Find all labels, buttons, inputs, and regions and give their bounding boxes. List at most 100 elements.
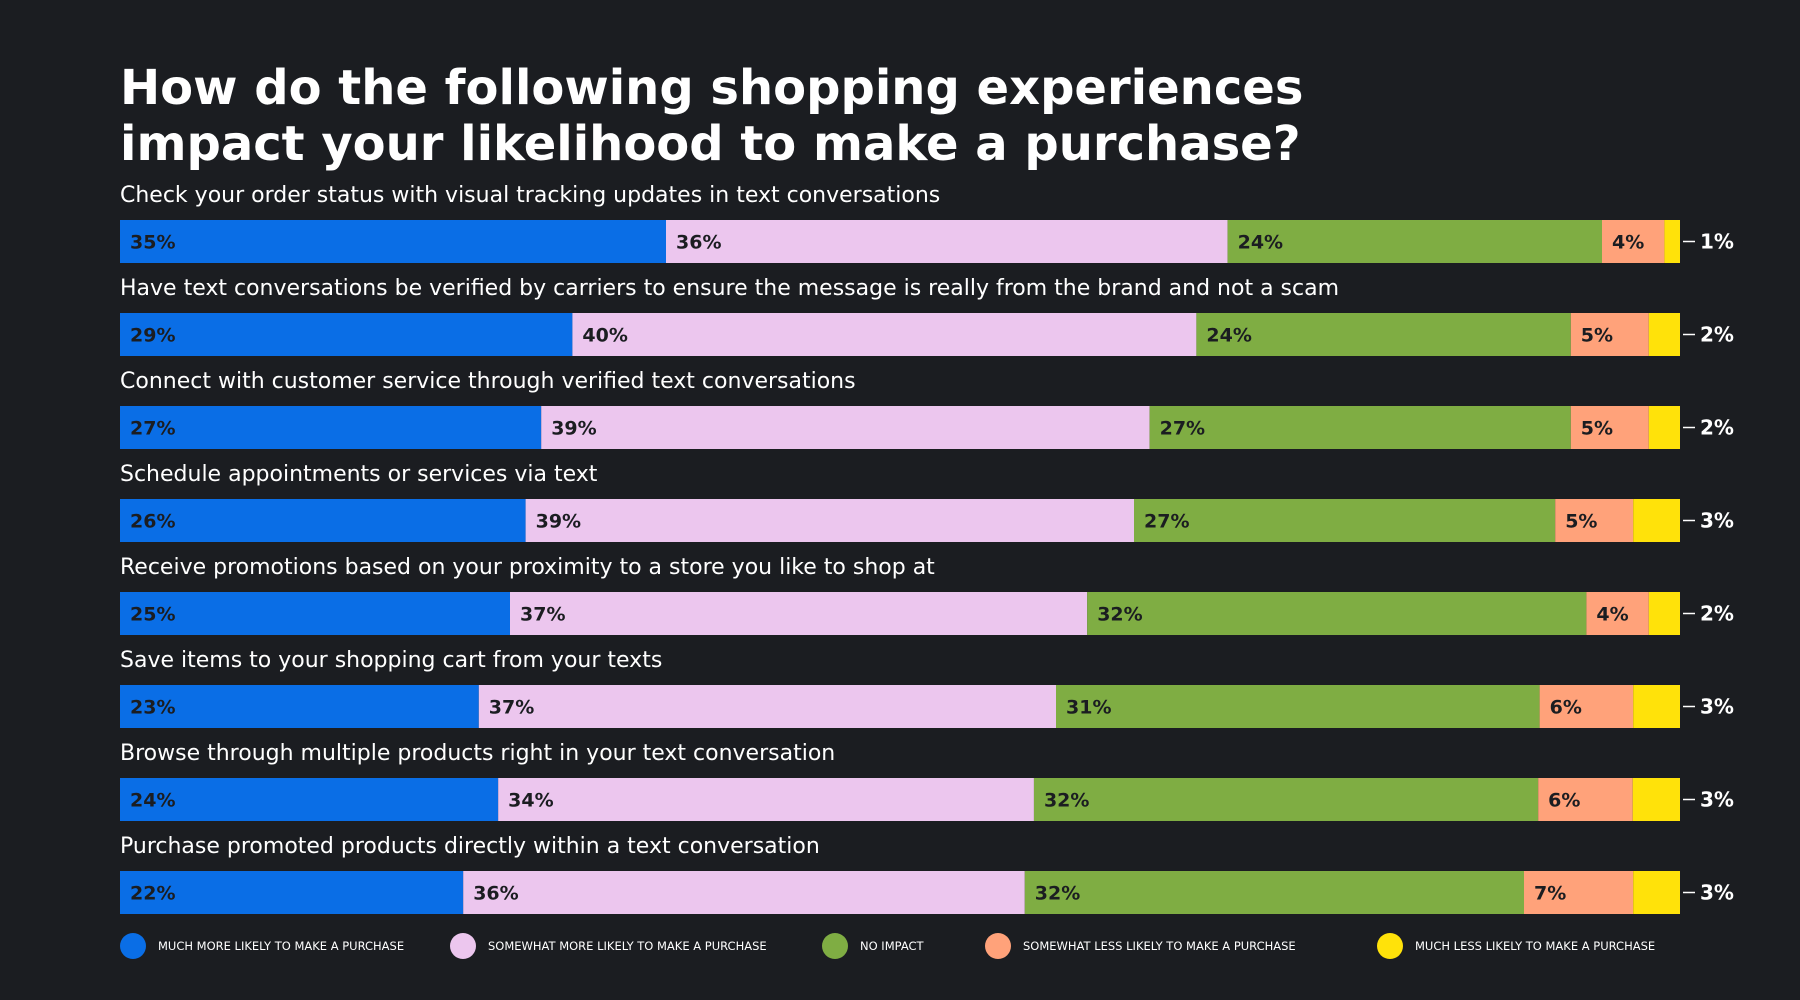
bar-segment: [666, 220, 1228, 263]
data-label: 39%: [536, 511, 581, 533]
bar-segment: [1087, 592, 1587, 635]
legend-label: MUCH LESS LIKELY TO MAKE A PURCHASE: [1415, 939, 1655, 953]
data-label: 39%: [551, 418, 596, 440]
bar-segment: [120, 592, 510, 635]
data-label: 31%: [1066, 697, 1111, 719]
data-label: 2%: [1700, 416, 1734, 440]
bar-segment: [1227, 220, 1602, 263]
legend-label: SOMEWHAT MORE LIKELY TO MAKE A PURCHASE: [488, 939, 767, 953]
legend-swatch: [985, 933, 1011, 959]
data-label: 29%: [130, 325, 175, 347]
data-label: 23%: [130, 697, 175, 719]
data-label: 3%: [1700, 509, 1734, 533]
data-label: 36%: [473, 883, 518, 905]
bar-segment: [120, 499, 526, 542]
category-label: Connect with customer service through ve…: [120, 369, 856, 394]
category-label: Receive promotions based on your proximi…: [120, 555, 935, 580]
data-label: 3%: [1700, 881, 1734, 905]
bar-row: Have text conversations be verified by c…: [120, 276, 1734, 356]
data-label: 1%: [1700, 230, 1734, 254]
legend-item: SOMEWHAT LESS LIKELY TO MAKE A PURCHASE: [985, 933, 1296, 959]
bar-segment: [572, 313, 1197, 356]
category-label: Have text conversations be verified by c…: [120, 276, 1339, 301]
bar-segment: [1024, 871, 1524, 914]
data-label: 2%: [1700, 323, 1734, 347]
data-label: 34%: [508, 790, 553, 812]
bar-row: Receive promotions based on your proximi…: [120, 555, 1734, 635]
bar-segment: [525, 499, 1134, 542]
chart-title: How do the following shopping experience…: [120, 60, 1303, 172]
bar-row: Check your order status with visual trac…: [120, 183, 1734, 263]
data-label: 5%: [1581, 418, 1613, 440]
legend-item: MUCH MORE LIKELY TO MAKE A PURCHASE: [120, 933, 404, 959]
bar-segment: [120, 406, 542, 449]
data-label: 24%: [1238, 232, 1283, 254]
data-label: 2%: [1700, 602, 1734, 626]
legend-swatch: [450, 933, 476, 959]
bar-segment: [1555, 499, 1634, 542]
bar-row: Save items to your shopping cart from yo…: [120, 648, 1734, 728]
data-label: 22%: [130, 883, 175, 905]
bar-segment: [1538, 778, 1633, 821]
bar-row: Purchase promoted products directly with…: [120, 834, 1734, 914]
bar-segment: [120, 313, 573, 356]
bar-segment: [1134, 499, 1556, 542]
legend-swatch: [1377, 933, 1403, 959]
data-label: 25%: [130, 604, 175, 626]
data-label: 6%: [1548, 790, 1580, 812]
data-label: 24%: [130, 790, 175, 812]
data-label: 37%: [520, 604, 565, 626]
legend-swatch: [120, 933, 146, 959]
data-label: 3%: [1700, 788, 1734, 812]
bar-segment: [120, 871, 464, 914]
data-label: 5%: [1581, 325, 1613, 347]
data-label: 32%: [1035, 883, 1080, 905]
bar-segment: [1633, 499, 1680, 542]
legend-label: NO IMPACT: [860, 939, 925, 953]
data-label: 37%: [489, 697, 534, 719]
data-label: 6%: [1550, 697, 1582, 719]
data-label: 27%: [1144, 511, 1189, 533]
chart-title-line-1: How do the following shopping experience…: [120, 60, 1303, 116]
bar-segment: [1648, 592, 1680, 635]
data-label: 36%: [676, 232, 721, 254]
data-label: 27%: [130, 418, 175, 440]
bar-segment: [1196, 313, 1571, 356]
bar-segment: [541, 406, 1150, 449]
bar-segment: [1524, 871, 1634, 914]
legend-item: MUCH LESS LIKELY TO MAKE A PURCHASE: [1377, 933, 1655, 959]
data-label: 4%: [1612, 232, 1644, 254]
legend-swatch: [822, 933, 848, 959]
bar-segment: [1570, 313, 1649, 356]
bar-segment: [120, 685, 479, 728]
bar-segment: [1586, 592, 1649, 635]
data-label: 32%: [1097, 604, 1142, 626]
bar-segment: [1539, 685, 1634, 728]
bar-segment: [1648, 313, 1680, 356]
data-label: 5%: [1565, 511, 1597, 533]
bar-segment: [463, 871, 1025, 914]
bar-row: Schedule appointments or services via te…: [120, 462, 1734, 542]
bar-segment: [1648, 406, 1680, 449]
bar-segment: [1633, 871, 1680, 914]
bar-segment: [1633, 685, 1680, 728]
legend-item: SOMEWHAT MORE LIKELY TO MAKE A PURCHASE: [450, 933, 767, 959]
data-label: 40%: [582, 325, 627, 347]
bar-segment: [1056, 685, 1540, 728]
bar-segment: [1033, 778, 1539, 821]
chart-title-line-2: impact your likelihood to make a purchas…: [120, 116, 1301, 172]
bar-segment: [120, 778, 499, 821]
data-label: 24%: [1206, 325, 1251, 347]
legend-item: NO IMPACT: [822, 933, 925, 959]
bars-group: Check your order status with visual trac…: [120, 183, 1734, 914]
legend-label: SOMEWHAT LESS LIKELY TO MAKE A PURCHASE: [1023, 939, 1296, 953]
category-label: Save items to your shopping cart from yo…: [120, 648, 662, 673]
data-label: 26%: [130, 511, 175, 533]
bar-segment: [1149, 406, 1571, 449]
bar-segment: [1570, 406, 1649, 449]
bar-segment: [1602, 220, 1665, 263]
data-label: 27%: [1160, 418, 1205, 440]
legend-label: MUCH MORE LIKELY TO MAKE A PURCHASE: [158, 939, 404, 953]
legend: MUCH MORE LIKELY TO MAKE A PURCHASE SOMEW…: [120, 933, 1655, 959]
